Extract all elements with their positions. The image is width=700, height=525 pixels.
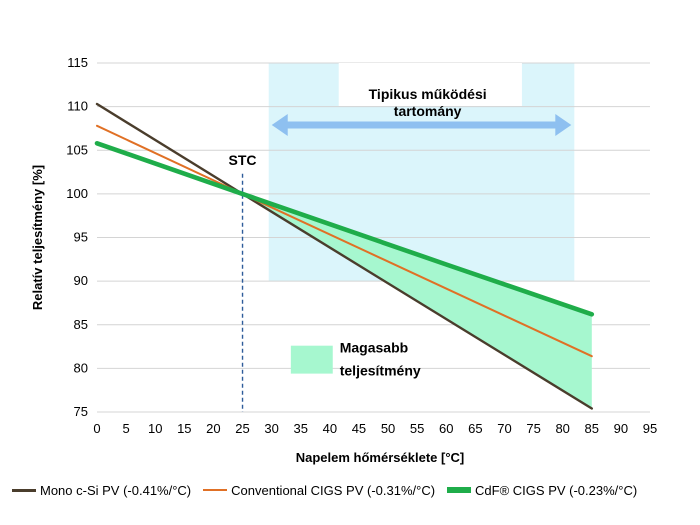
range-label-line-1: Tipikus működési xyxy=(369,86,487,102)
legend-label-1: Mono c-Si PV (-0.41%/°C) xyxy=(40,482,192,498)
higher-output-label-line-1: Magasabb xyxy=(340,340,408,356)
y-tick-label-75: 75 xyxy=(74,404,88,419)
x-tick-label-30: 30 xyxy=(264,421,278,436)
y-tick-label-90: 90 xyxy=(74,273,88,288)
x-axis-title: Napelem hőmérséklete [°C] xyxy=(296,450,464,465)
legend-item-2: Conventional CIGS PV (-0.31%/°C) xyxy=(203,483,435,498)
x-tick-label-95: 95 xyxy=(643,421,657,436)
higher-output-swatch xyxy=(290,345,333,374)
x-tick-label-40: 40 xyxy=(323,421,337,436)
x-tick-label-65: 65 xyxy=(468,421,482,436)
x-tick-label-70: 70 xyxy=(497,421,511,436)
y-tick-label-95: 95 xyxy=(74,230,88,245)
legend-swatch-1 xyxy=(12,488,36,492)
x-tick-label-10: 10 xyxy=(148,421,162,436)
y-tick-label-80: 80 xyxy=(74,360,88,375)
series-line-3 xyxy=(94,141,595,317)
x-tick-label-55: 55 xyxy=(410,421,424,436)
range-arrowhead-left xyxy=(271,113,288,136)
legend-label-3: CdF® CIGS PV (-0.23%/°C) xyxy=(475,482,638,498)
x-tick-label-80: 80 xyxy=(555,421,569,436)
legend-item-3: CdF® CIGS PV (-0.23%/°C) xyxy=(447,483,637,498)
x-tick-label-0: 0 xyxy=(93,421,100,436)
x-tick-label-50: 50 xyxy=(381,421,395,436)
x-tick-label-5: 5 xyxy=(122,421,129,436)
grid-layer xyxy=(97,62,650,413)
y-tick-label-85: 85 xyxy=(74,317,88,332)
x-tick-label-20: 20 xyxy=(206,421,220,436)
x-tick-label-60: 60 xyxy=(439,421,453,436)
y-tick-label-105: 105 xyxy=(66,142,88,157)
legend-label-2: Conventional CIGS PV (-0.31%/°C) xyxy=(231,482,436,498)
y-tick-label-100: 100 xyxy=(66,186,88,201)
legend-swatch-3 xyxy=(447,487,472,493)
legend: Mono c-Si PV (-0.41%/°C) Conventional CIG… xyxy=(12,480,698,500)
x-tick-label-25: 25 xyxy=(235,421,249,436)
x-tick-label-90: 90 xyxy=(614,421,628,436)
annotation-layer: Napelem hőmérséklete [°C] Relatív teljesí… xyxy=(30,86,487,465)
x-tick-label-75: 75 xyxy=(526,421,540,436)
range-arrowhead-right xyxy=(555,113,572,136)
x-tick-label-45: 45 xyxy=(352,421,366,436)
x-tick-label-35: 35 xyxy=(294,421,308,436)
legend-item-1: Mono c-Si PV (-0.41%/°C) xyxy=(12,483,191,498)
y-axis-title: Relatív teljesítmény [%] xyxy=(30,165,45,310)
range-label-background xyxy=(338,63,522,106)
tick-layer: 75 80 85 90 95 100 105 110 115 0 5 10 15 20 25 30 35 40 45… xyxy=(66,55,657,436)
y-tick-label-115: 115 xyxy=(67,55,88,70)
x-tick-label-15: 15 xyxy=(177,421,191,436)
range-label-line-2: tartomány xyxy=(394,103,462,119)
stc-label: STC xyxy=(229,152,257,168)
y-tick-label-110: 110 xyxy=(67,99,88,114)
series-layer xyxy=(94,102,595,410)
legend-swatch-2 xyxy=(203,488,228,492)
x-tick-label-85: 85 xyxy=(585,421,599,436)
higher-output-label-line-2: teljesítmény xyxy=(340,362,421,378)
